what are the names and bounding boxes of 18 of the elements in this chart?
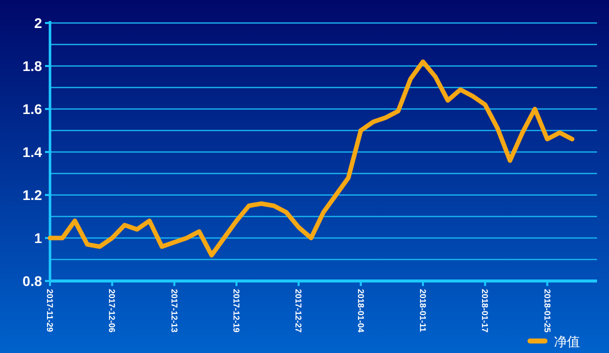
y-tick-label: 1 [34,230,42,246]
x-tick-label: 2017-11-29 [45,289,55,332]
x-tick-label: 2018-01-25 [542,289,552,333]
y-tick-label: 1.8 [22,58,42,74]
y-tick-label: 1.6 [22,101,42,117]
y-tick-label: 2 [34,15,42,31]
y-tick-label: 1.4 [22,144,42,160]
x-tick-label: 2018-01-11 [418,289,428,332]
x-tick-label: 2018-01-04 [356,289,366,333]
x-tick-label: 2017-12-06 [107,289,118,333]
line-series [48,59,574,258]
y-tick-label: 0.8 [22,273,42,289]
x-tick-label: 2018-01-17 [480,289,490,333]
x-tick-label: 2017-12-27 [294,289,304,333]
legend-label: 净值 [554,335,580,350]
x-tick-label: 2017-12-19 [231,289,242,333]
y-tick-label: 1.2 [22,187,42,203]
x-tick-label: 2017-12-13 [169,289,180,333]
